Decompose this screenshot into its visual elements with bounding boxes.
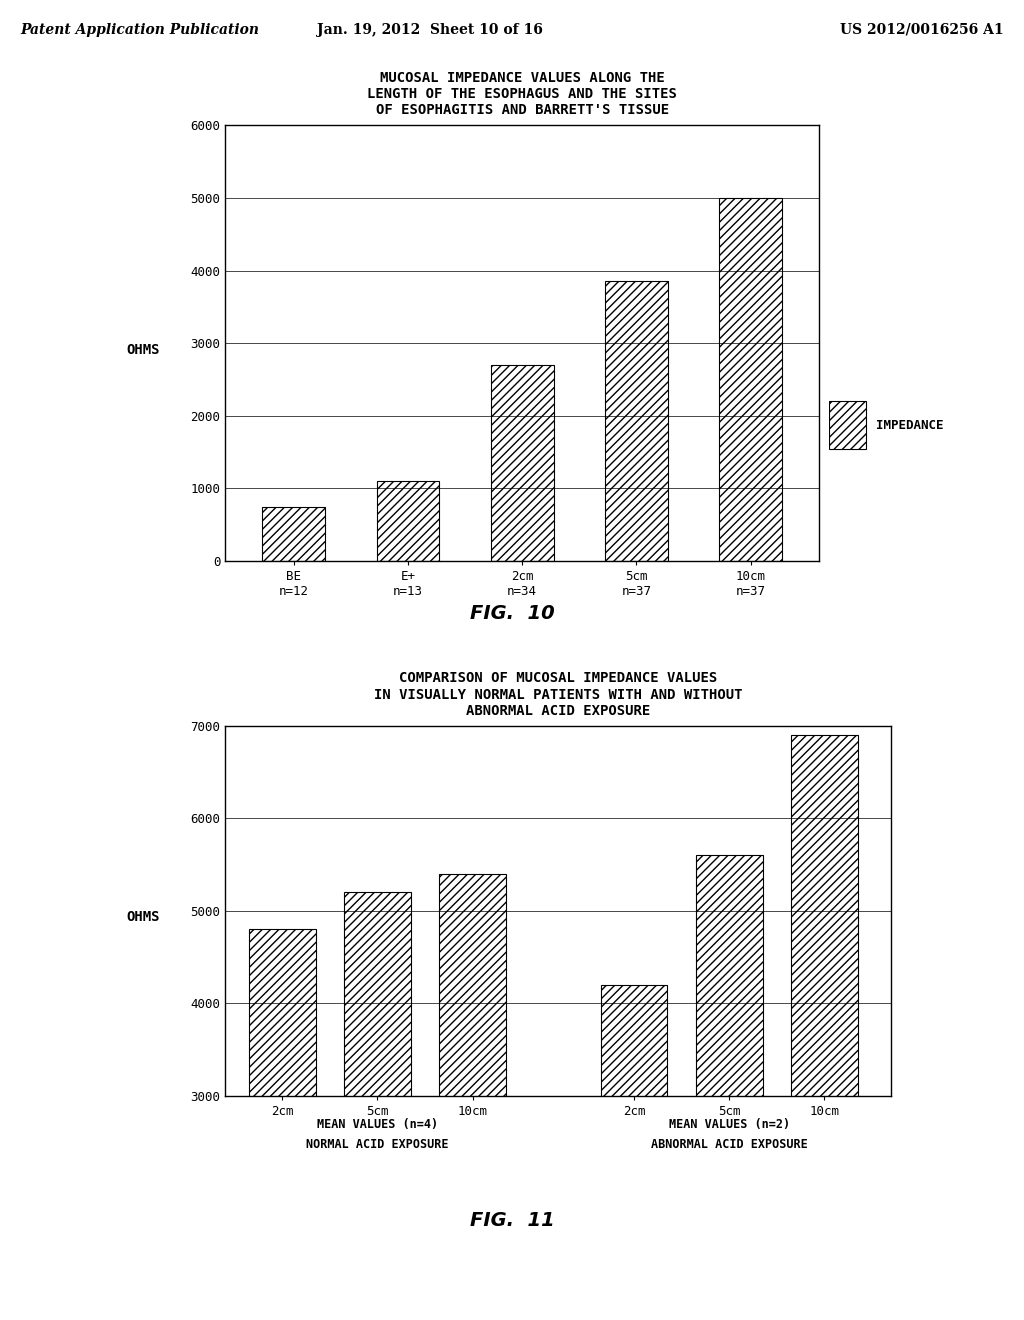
Bar: [601, 985, 668, 1320]
Bar: [344, 892, 411, 1320]
Title: COMPARISON OF MUCOSAL IMPEDANCE VALUES
IN VISUALLY NORMAL PATIENTS WITH AND WITH: COMPARISON OF MUCOSAL IMPEDANCE VALUES I…: [374, 672, 742, 718]
Text: US 2012/0016256 A1: US 2012/0016256 A1: [840, 22, 1004, 37]
Text: MEAN VALUES (n=4): MEAN VALUES (n=4): [316, 1118, 438, 1131]
Bar: [439, 874, 506, 1320]
Bar: [791, 735, 858, 1320]
Text: Patent Application Publication: Patent Application Publication: [20, 22, 259, 37]
Text: FIG.  10: FIG. 10: [470, 605, 554, 623]
Text: ABNORMAL ACID EXPOSURE: ABNORMAL ACID EXPOSURE: [651, 1138, 808, 1151]
Text: NORMAL ACID EXPOSURE: NORMAL ACID EXPOSURE: [306, 1138, 449, 1151]
Bar: [377, 482, 439, 561]
Text: OHMS: OHMS: [127, 343, 160, 356]
Text: MEAN VALUES (n=2): MEAN VALUES (n=2): [669, 1118, 790, 1131]
Bar: [490, 364, 554, 561]
Text: FIG.  11: FIG. 11: [470, 1212, 554, 1230]
Bar: [605, 281, 668, 561]
Text: OHMS: OHMS: [127, 911, 160, 924]
Text: Jan. 19, 2012  Sheet 10 of 16: Jan. 19, 2012 Sheet 10 of 16: [317, 22, 543, 37]
Bar: [249, 929, 315, 1320]
Bar: [829, 401, 866, 449]
Bar: [696, 855, 763, 1320]
Text: IMPEDANCE: IMPEDANCE: [877, 418, 944, 432]
Bar: [262, 507, 326, 561]
Bar: [719, 198, 782, 561]
Title: MUCOSAL IMPEDANCE VALUES ALONG THE
LENGTH OF THE ESOPHAGUS AND THE SITES
OF ESOP: MUCOSAL IMPEDANCE VALUES ALONG THE LENGT…: [368, 71, 677, 117]
